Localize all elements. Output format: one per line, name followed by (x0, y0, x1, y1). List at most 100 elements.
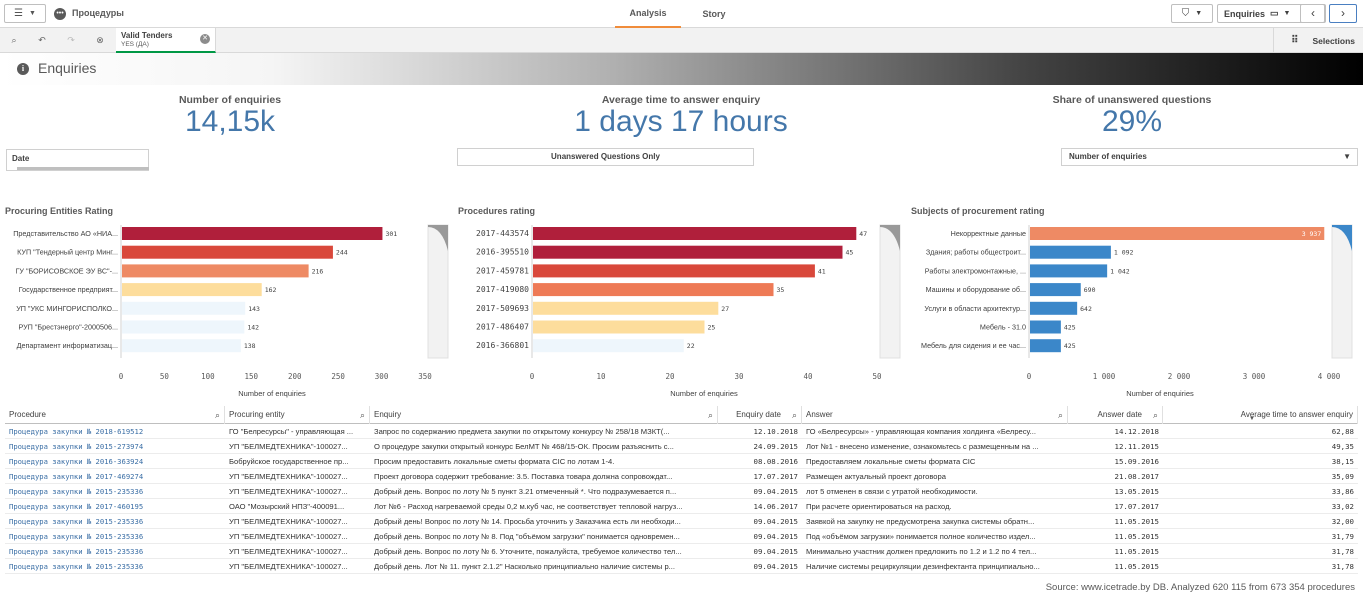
column-header[interactable]: Procuring entity ⌕ (225, 406, 370, 424)
table-row[interactable]: Процедура закупки № 2017-469274 УП "БЕЛМЕ… (5, 469, 1358, 484)
procedure-link[interactable]: Процедура закупки № 2015-273974 (9, 442, 144, 451)
bar[interactable] (122, 339, 241, 353)
date-filter[interactable]: Date (6, 149, 149, 171)
kpi-average-time-to-answer[interactable]: Average time to answer enquiry 1 days 17… (531, 94, 831, 138)
sheet-selector-label: Enquiries (1224, 8, 1266, 19)
bar[interactable] (122, 320, 245, 334)
bar[interactable] (533, 339, 684, 353)
bar[interactable] (1030, 283, 1081, 297)
category-label: ГУ "БОРИСОВСКОЕ ЭУ ВС"-... (16, 266, 118, 275)
table-row[interactable]: Процедура закупки № 2015-235336 УП "БЕЛМЕ… (5, 484, 1358, 499)
procuring-entities-chart[interactable]: Представительство АО «НИА... 301 КУП "Тенд… (0, 222, 452, 402)
tab-story[interactable]: Story (702, 9, 726, 19)
clear-all-selections-icon[interactable]: ⊗ (96, 35, 104, 45)
search-icon[interactable]: ⌕ (214, 410, 220, 420)
bar[interactable] (533, 283, 774, 297)
bar[interactable] (533, 245, 843, 259)
procedure-link[interactable]: Процедура закупки № 2015-235336 (9, 532, 144, 541)
bar[interactable] (122, 301, 246, 315)
bar[interactable] (1030, 339, 1061, 353)
selection-chip-valid-tenders[interactable]: Valid Tenders YES (ДА) ✕ (116, 28, 216, 53)
unanswered-only-button[interactable]: Unanswered Questions Only (457, 148, 754, 166)
procedure-link[interactable]: Процедура закупки № 2015-235336 (9, 487, 144, 496)
bar[interactable] (1030, 264, 1108, 278)
smart-search-icon[interactable]: ⌕ (11, 35, 17, 45)
procedure-link[interactable]: Процедура закупки № 2015-235336 (9, 547, 144, 556)
table-cell: 13.05.2015 (1114, 487, 1160, 496)
scrollbar-thumb[interactable] (1332, 225, 1352, 251)
search-icon[interactable]: ⌕ (1152, 410, 1158, 420)
x-tick-label: 50 (160, 372, 170, 381)
search-icon[interactable]: ⌕ (791, 410, 797, 420)
table-row[interactable]: Процедура закупки № 2015-235336 УП "БЕЛМЕ… (5, 559, 1358, 574)
scrollbar-thumb[interactable] (880, 225, 900, 251)
table-row[interactable]: Процедура закупки № 2018-619512 ГО "Белре… (5, 424, 1358, 439)
info-icon[interactable]: i (17, 63, 29, 75)
step-back-icon[interactable]: ↶ (38, 35, 46, 45)
scrollbar-track[interactable] (879, 224, 901, 359)
category-label: Некорректные данные (951, 229, 1026, 238)
column-header[interactable]: Procedure ⌕ (5, 406, 225, 424)
procedure-link[interactable]: Процедура закупки № 2015-235336 (9, 517, 144, 526)
next-sheet-button[interactable]: › (1329, 4, 1357, 23)
table-row[interactable]: Процедура закупки № 2015-235336 УП "БЕЛМЕ… (5, 514, 1358, 529)
data-label: 138 (244, 342, 256, 350)
table-row[interactable]: Процедура закупки № 2016-363924 Бобруйско… (5, 454, 1358, 469)
data-label: 47 (859, 230, 867, 238)
bar[interactable] (1030, 301, 1078, 315)
kpi-value: 14,15k (184, 105, 276, 138)
table-row[interactable]: Процедура закупки № 2015-235336 УП "БЕЛМЕ… (5, 544, 1358, 559)
search-icon[interactable]: ⌕ (1057, 410, 1063, 420)
selections-button[interactable]: ⠿ Selections (1273, 28, 1363, 53)
x-tick-label: 300 (375, 372, 389, 381)
global-menu-button[interactable]: ☰ ▼ (4, 4, 46, 23)
close-icon[interactable]: ✕ (200, 34, 210, 44)
bar[interactable] (122, 245, 333, 259)
app-icon: ••• (54, 8, 66, 20)
bar[interactable] (122, 264, 309, 278)
table-cell: ГО "Белресурсы" - управляющая ... (229, 427, 354, 436)
sheet-selector-button[interactable]: Enquiries ▭ ▼ (1217, 4, 1325, 23)
bar[interactable] (1030, 227, 1325, 240)
table-row[interactable]: Процедура закупки № 2015-273974 УП "БЕЛМЕ… (5, 439, 1358, 454)
column-header[interactable]: Answer ⌕ (802, 406, 1068, 424)
bar[interactable] (1030, 320, 1061, 334)
kpi-number-of-enquiries[interactable]: Number of enquiries 14,15k (130, 94, 330, 138)
bar[interactable] (533, 227, 857, 240)
procedure-link[interactable]: Процедура закупки № 2016-363924 (9, 457, 144, 466)
bar[interactable] (533, 320, 705, 334)
previous-sheet-button[interactable]: ‹ (1300, 4, 1326, 23)
procedure-link[interactable]: Процедура закупки № 2017-469274 (9, 472, 144, 481)
bar[interactable] (122, 283, 262, 297)
bar[interactable] (1030, 245, 1111, 259)
column-header[interactable]: Enquiry ⌕ (370, 406, 718, 424)
bar[interactable] (122, 227, 383, 240)
table-cell: 31,78 (1331, 562, 1354, 571)
table-row[interactable]: Процедура закупки № 2017-460195 ОАО "Мозы… (5, 499, 1358, 514)
scrollbar-track[interactable] (1331, 224, 1353, 359)
bar[interactable] (533, 301, 719, 315)
tab-analysis[interactable]: Analysis (615, 0, 681, 28)
subjects-chart[interactable]: Некорректные данные 3 937 Здания; работы о… (907, 222, 1363, 402)
chevron-down-icon: ▼ (1283, 10, 1291, 17)
scrollbar-thumb[interactable] (428, 225, 448, 251)
column-header[interactable]: Answer date ⌕ (1068, 406, 1163, 424)
step-forward-icon[interactable]: ↷ (67, 35, 75, 45)
measure-dropdown[interactable]: Number of enquiries ▼ (1061, 148, 1358, 166)
table-row[interactable]: Процедура закупки № 2015-235336 УП "БЕЛМЕ… (5, 529, 1358, 544)
scrollbar-track[interactable] (427, 224, 449, 359)
bookmark-button[interactable]: ⛉ ▼ (1171, 4, 1213, 23)
procedure-link[interactable]: Процедура закупки № 2017-460195 (9, 502, 144, 511)
procedure-link[interactable]: Процедура закупки № 2015-235336 (9, 562, 144, 571)
search-icon[interactable]: ⌕ (707, 410, 713, 420)
table-cell: 33,02 (1331, 502, 1354, 511)
search-icon[interactable]: ⌕ (359, 410, 365, 420)
column-header[interactable]: Average time to answer enquiry ▼ (1163, 406, 1358, 424)
procedure-link[interactable]: Процедура закупки № 2018-619512 (9, 427, 144, 436)
bar[interactable] (533, 264, 815, 278)
procedures-chart[interactable]: 2017-443574 47 2016-395510 45 2017-459781 41 2… (452, 222, 907, 402)
column-header[interactable]: Enquiry date ⌕ (718, 406, 802, 424)
kpi-share-unanswered[interactable]: Share of unanswered questions 29% (1032, 94, 1232, 138)
sort-descending-icon[interactable]: ▼ (1249, 416, 1255, 422)
data-label: 41 (818, 267, 826, 275)
